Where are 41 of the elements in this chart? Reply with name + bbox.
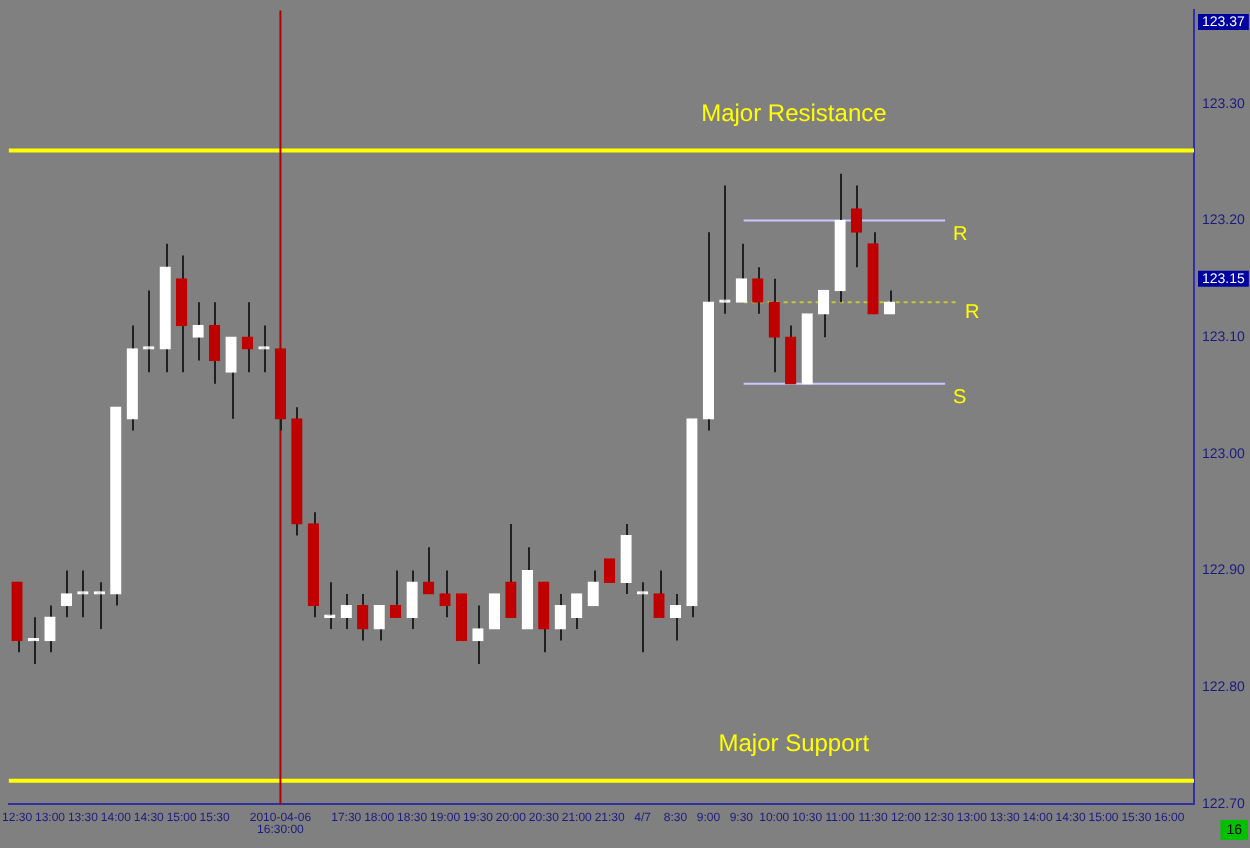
candlestick <box>241 301 254 374</box>
candlestick <box>208 301 221 385</box>
candlestick <box>587 569 599 607</box>
candlestick <box>488 593 501 630</box>
candlestick <box>752 266 764 315</box>
candlestick <box>258 324 270 374</box>
candlestick <box>505 522 517 619</box>
candlestick <box>669 592 682 642</box>
candlestick <box>389 569 402 619</box>
candlestick <box>357 592 369 642</box>
candlestick <box>225 336 237 420</box>
ref-line-label: Major Support <box>718 729 871 758</box>
candlestick <box>60 569 73 619</box>
ref-line-label: S <box>953 387 968 410</box>
candlestick <box>373 604 385 642</box>
candlestick <box>554 592 566 642</box>
candlestick <box>620 522 632 595</box>
candlestick <box>439 569 451 619</box>
candlestick <box>850 184 863 269</box>
candlestick <box>175 254 188 374</box>
candlestick <box>636 581 649 654</box>
candlestick <box>785 324 797 385</box>
ref-line-label: Major Resistance <box>701 99 888 128</box>
candlestick <box>406 569 418 630</box>
ref-line-label: R <box>953 223 968 246</box>
candlestick <box>571 592 583 630</box>
candlestick <box>768 277 780 374</box>
candlestick <box>77 569 89 619</box>
candlestick <box>192 301 204 362</box>
candlestick <box>735 242 747 304</box>
candlestick <box>817 289 830 339</box>
candlestick <box>455 593 468 642</box>
ref-line-label: R <box>964 301 980 324</box>
candlestick <box>143 289 155 374</box>
candlestick <box>93 581 106 630</box>
candlestick <box>44 604 56 654</box>
candlestick <box>538 581 550 654</box>
candlestick <box>340 592 352 630</box>
candlestick <box>422 546 435 595</box>
candlestick <box>653 569 665 619</box>
candlestick <box>472 604 484 665</box>
